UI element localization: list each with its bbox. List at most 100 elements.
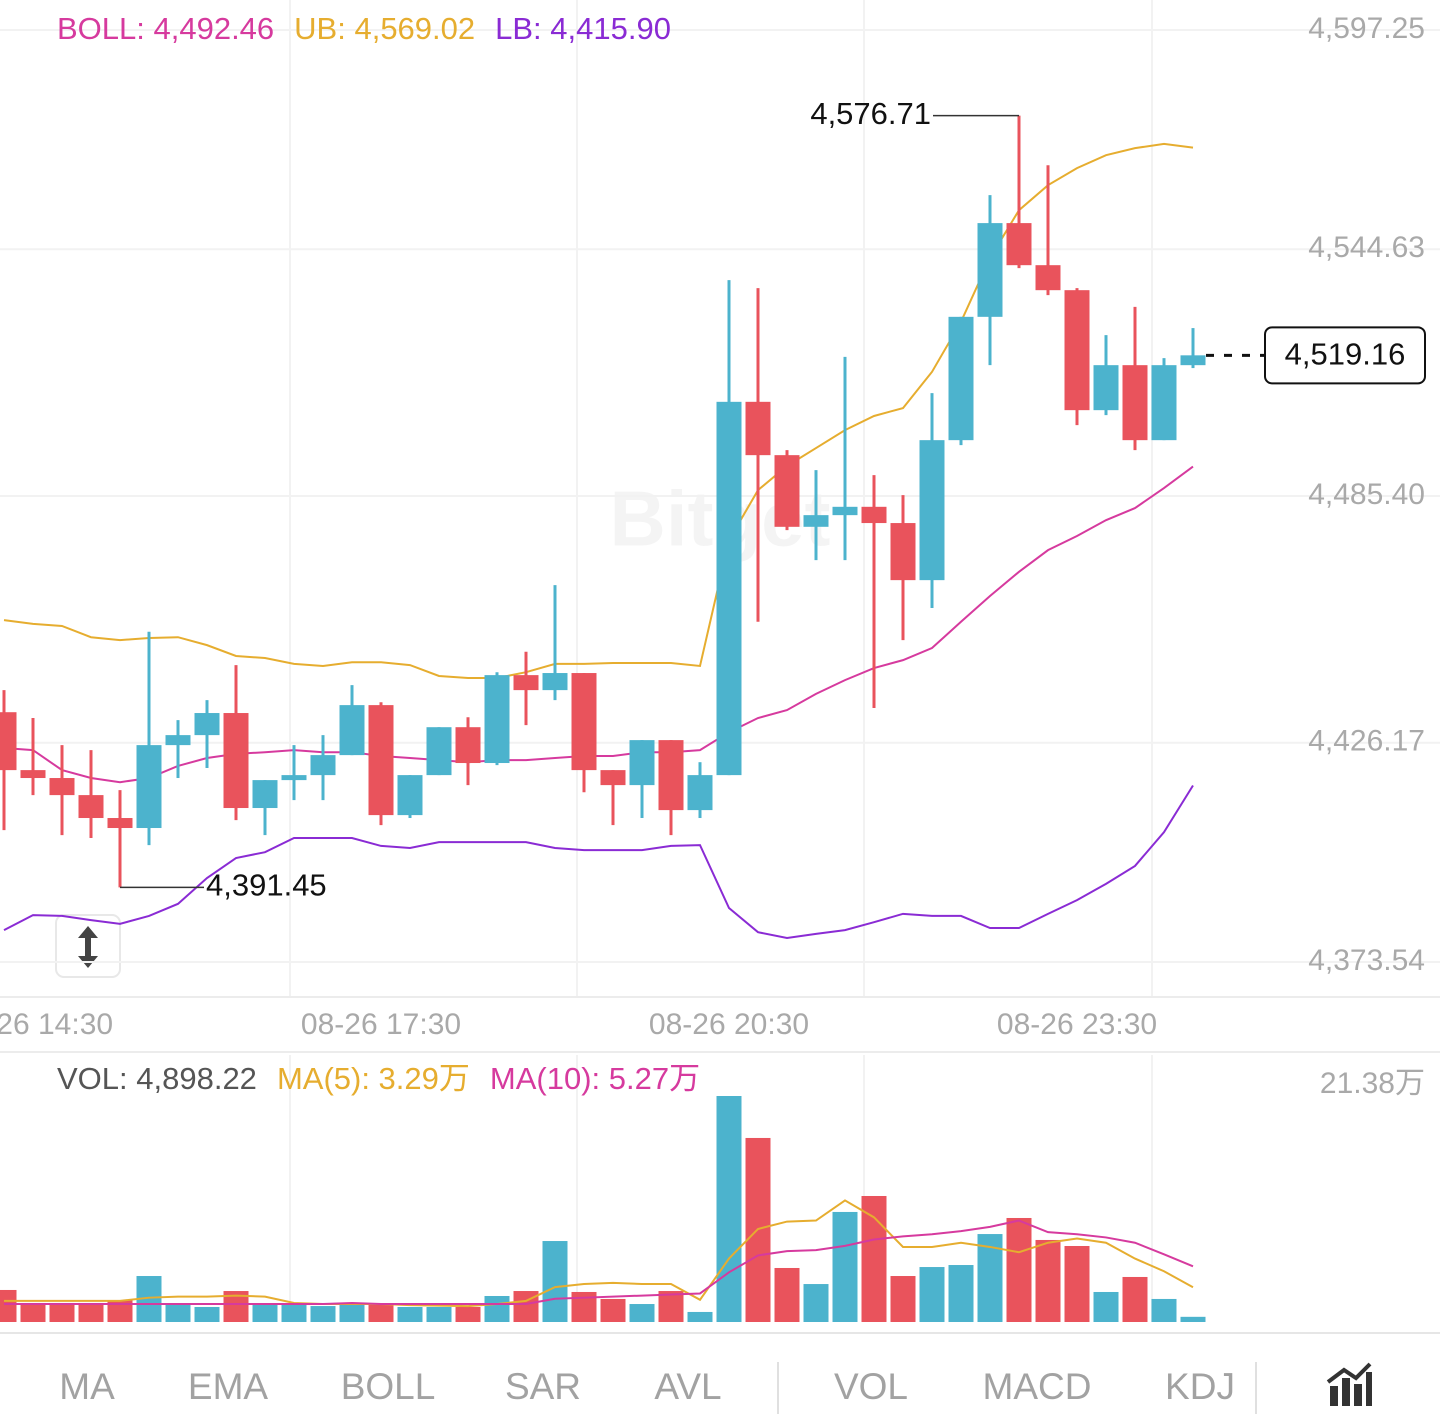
icon-bar [1342, 1378, 1350, 1406]
candle-body [629, 740, 655, 786]
icon-bar [1354, 1384, 1362, 1406]
indicator-tab[interactable]: KDJ [1165, 1366, 1235, 1407]
candle-body [948, 316, 974, 441]
indicator-tab[interactable]: MA [59, 1366, 115, 1407]
volume-bar [716, 1096, 742, 1322]
candle-body [194, 713, 220, 736]
indicator-tab[interactable]: SAR [505, 1366, 581, 1407]
candle-body [542, 673, 568, 691]
candle-body [339, 705, 365, 756]
indicator-tab[interactable]: BOLL [341, 1366, 436, 1407]
volume-bar [368, 1304, 394, 1322]
candle-body [252, 780, 278, 809]
candle-body [658, 740, 684, 811]
candle-body [774, 455, 800, 527]
candle-body [919, 440, 945, 581]
scale-toggle[interactable] [55, 914, 121, 978]
volume-bar [832, 1211, 858, 1322]
boll-line [3, 784, 1194, 940]
volume-bar [484, 1295, 510, 1322]
candle-body [803, 515, 829, 527]
legend-entry: BOLL: 4,492.46 [57, 11, 274, 46]
volume-bar [1093, 1291, 1119, 1322]
toggle-arrow [78, 926, 98, 968]
indicator-tab[interactable]: MACD [983, 1366, 1092, 1407]
y-tick-label: 4,373.54 [1308, 944, 1425, 977]
candle-body [571, 673, 597, 771]
y-tick-label: 4,426.17 [1308, 725, 1425, 758]
volume-bar [252, 1304, 278, 1322]
candle-body [600, 770, 626, 786]
candle-body [1035, 265, 1061, 291]
last-price-label: 4,519.16 [1285, 337, 1406, 372]
volume-bar [1006, 1217, 1032, 1322]
low-marker-label: 4,391.45 [206, 868, 327, 903]
x-tick-label: 08-26 23:30 [997, 1008, 1157, 1041]
volume-bar [803, 1284, 829, 1322]
indicator-tab[interactable]: EMA [188, 1366, 269, 1407]
volume-bar [629, 1304, 655, 1322]
chart-settings-icon[interactable] [1326, 1362, 1372, 1406]
volume-bar [948, 1265, 974, 1322]
y-tick-label: 21.38万 [1320, 1067, 1425, 1100]
candle-body [1006, 223, 1032, 266]
icon-bar [1366, 1372, 1372, 1406]
volume-bar [1064, 1245, 1090, 1322]
volume-bar [1151, 1298, 1177, 1322]
volume-bar [687, 1311, 713, 1322]
volume-ma-line [4, 1219, 1194, 1306]
volume-bar [339, 1302, 365, 1322]
y-tick-label: 4,544.63 [1308, 231, 1425, 264]
volume-bar [49, 1302, 75, 1322]
volume-bar [861, 1195, 887, 1322]
volume-bar [1035, 1239, 1061, 1322]
candle-body [20, 770, 46, 779]
candle-body [890, 523, 916, 581]
volume-bar [426, 1306, 452, 1322]
candle-body [426, 727, 452, 776]
volume-bar [455, 1306, 481, 1322]
candle-body [716, 401, 742, 776]
candle-body [78, 795, 104, 819]
candle-body [368, 705, 394, 816]
candle-body [1064, 290, 1090, 411]
candle-body [1093, 365, 1119, 411]
candle-body [1151, 365, 1177, 441]
volume-bar [1180, 1316, 1206, 1322]
candle-body [165, 735, 191, 746]
icon-bar [1330, 1386, 1338, 1406]
candle-body [0, 712, 17, 771]
legend-entry: LB: 4,415.90 [495, 11, 671, 46]
candle-body [397, 775, 423, 816]
volume-bar [890, 1276, 916, 1322]
boll-line [3, 465, 1194, 784]
candle-body [687, 775, 713, 811]
candle-body [49, 778, 75, 796]
volume-bar [658, 1291, 684, 1322]
y-tick-label: 4,485.40 [1308, 478, 1425, 511]
candle-body [484, 675, 510, 764]
volume-bar [165, 1304, 191, 1322]
icon-trend [1326, 1362, 1372, 1384]
volume-bar [20, 1302, 46, 1322]
candle-body [455, 727, 481, 764]
x-tick-label: 08-26 17:30 [301, 1008, 461, 1041]
volume-bar [0, 1289, 17, 1322]
volume-bar [600, 1298, 626, 1322]
volume-bar [281, 1304, 307, 1322]
candle-body [832, 506, 858, 516]
volume-bar [194, 1306, 220, 1322]
candle-body [745, 401, 771, 456]
candle-body [223, 713, 249, 809]
last-price-box [1264, 326, 1426, 385]
volume-bar [542, 1241, 568, 1322]
indicator-tab[interactable]: AVL [654, 1366, 721, 1407]
candle-body [136, 745, 162, 829]
volume-bar [310, 1306, 336, 1322]
candle-body [513, 675, 539, 691]
candle-body [310, 755, 336, 776]
volume-bar [774, 1267, 800, 1322]
volume-bar [107, 1300, 133, 1322]
indicator-tab[interactable]: VOL [834, 1366, 908, 1407]
